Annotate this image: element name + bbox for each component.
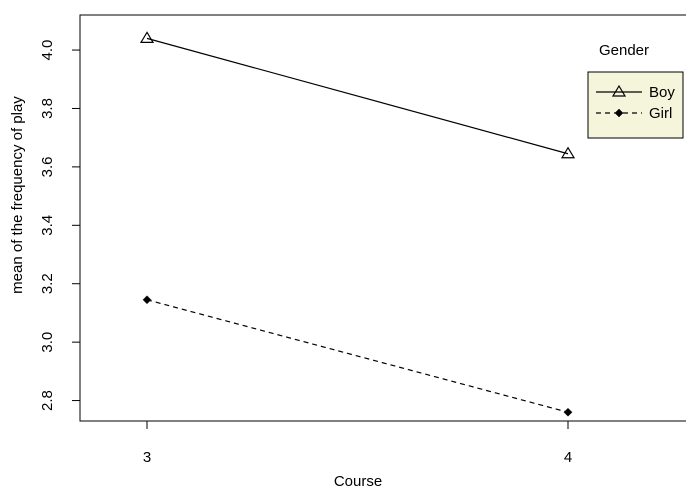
legend-label: Girl bbox=[649, 105, 672, 122]
x-tick-label: 3 bbox=[143, 449, 151, 466]
data-point bbox=[139, 31, 155, 43]
y-tick-label: 3.0 bbox=[39, 332, 56, 353]
plot-frame bbox=[79, 14, 686, 422]
legend-entry: Boy bbox=[596, 84, 675, 101]
legend-entry: Girl bbox=[596, 105, 672, 122]
series-girl bbox=[142, 295, 573, 417]
legend-marker bbox=[611, 84, 627, 97]
legend-entries: Boy Girl bbox=[596, 84, 675, 122]
y-axis-label: mean of the frequency of play bbox=[9, 96, 26, 294]
plot-area bbox=[79, 14, 686, 422]
y-tick-label: 4.0 bbox=[39, 40, 56, 61]
series-line bbox=[146, 37, 569, 155]
y-tick-label: 3.6 bbox=[39, 156, 56, 177]
y-axis: 2.8 3.0 3.2 3.4 3.6 3.8 4.0 bbox=[39, 40, 80, 411]
legend: Gender Boy Girl bbox=[587, 42, 684, 139]
series-layer bbox=[139, 31, 576, 417]
x-axis-label: Course bbox=[334, 473, 382, 490]
x-tick-label: 4 bbox=[564, 449, 572, 466]
y-tick-label: 3.4 bbox=[39, 215, 56, 236]
y-tick-label: 3.2 bbox=[39, 273, 56, 294]
data-point bbox=[563, 407, 573, 417]
data-point bbox=[560, 146, 576, 159]
series-line bbox=[146, 299, 569, 413]
legend-box bbox=[587, 71, 684, 139]
series-boy bbox=[139, 31, 576, 159]
data-point bbox=[142, 295, 152, 305]
legend-marker bbox=[614, 108, 624, 118]
y-tick-label: 3.8 bbox=[39, 98, 56, 119]
legend-label: Boy bbox=[649, 84, 675, 101]
y-tick-label: 2.8 bbox=[39, 390, 56, 411]
legend-title: Gender bbox=[599, 42, 649, 59]
